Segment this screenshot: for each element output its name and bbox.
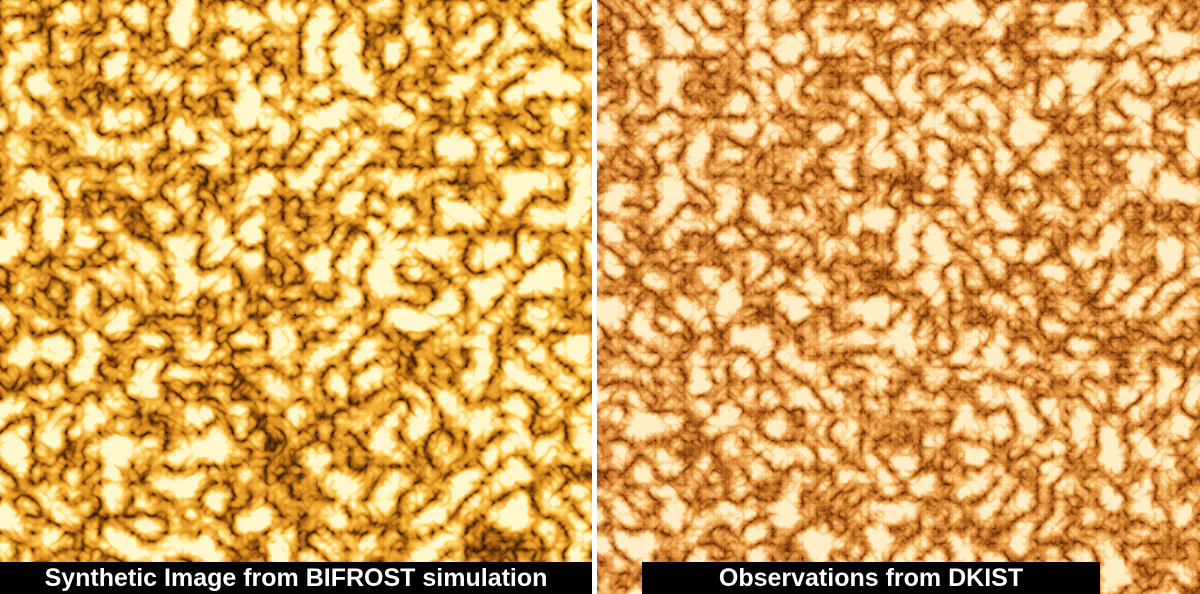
simulation-image bbox=[0, 0, 592, 594]
granulation-texture bbox=[597, 0, 1200, 594]
observation-image bbox=[597, 0, 1200, 594]
granulation-texture bbox=[0, 0, 592, 594]
caption: Synthetic Image from BIFROST simulation bbox=[0, 562, 592, 594]
caption: Observations from DKIST bbox=[642, 562, 1100, 594]
